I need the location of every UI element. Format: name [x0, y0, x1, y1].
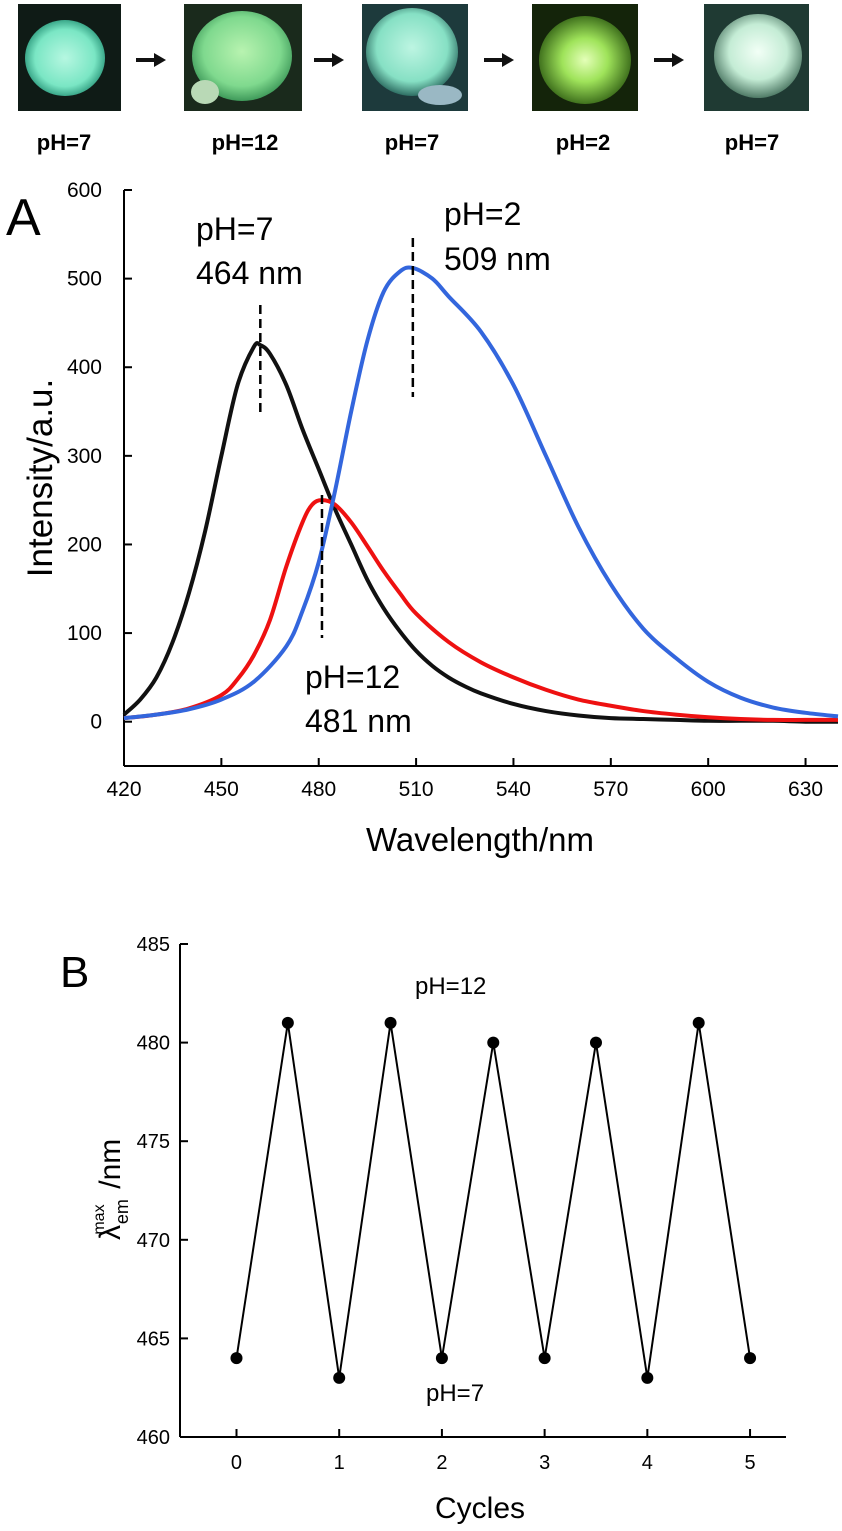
- sample-photo-4: [532, 4, 638, 111]
- arrow-icon: [654, 53, 684, 67]
- x-axis-label: Wavelength/nm: [366, 821, 594, 858]
- annotation-label: 464 nm: [196, 255, 303, 291]
- photo-label: pH=12: [212, 130, 279, 155]
- x-tick-label: 570: [593, 778, 628, 801]
- y-axis-label-sup: max: [91, 1204, 108, 1234]
- cycle-line: [235, 1022, 752, 1378]
- x-tick-label: 4: [642, 1452, 653, 1474]
- annotation-label: pH=12: [415, 973, 486, 1000]
- x-tick-label: 420: [106, 778, 141, 801]
- x-axis-label: Cycles: [435, 1492, 525, 1525]
- y-tick-label: 460: [137, 1427, 170, 1449]
- cycle-point: [487, 1036, 500, 1049]
- x-tick-label: 540: [496, 778, 531, 801]
- cycle-point: [333, 1371, 346, 1384]
- photo-label: pH=7: [385, 130, 439, 155]
- arrow-icon: [484, 53, 514, 67]
- x-tick-label: 480: [301, 778, 336, 801]
- y-tick-label: 0: [90, 711, 102, 734]
- cycle-point: [281, 1016, 294, 1029]
- y-axis-label: λ max em /nm: [78, 1139, 135, 1240]
- arrow-icon: [136, 53, 166, 67]
- panel-a-chart: A 420 450 480 510 540 570 600 630 0 100 200 300 400 5…: [6, 179, 839, 858]
- sample-photo-1: [18, 4, 121, 111]
- cycle-point: [230, 1352, 243, 1365]
- annotation-label: pH=12: [305, 659, 400, 695]
- x-tick-label: 5: [744, 1452, 755, 1474]
- x-tick-label: 630: [788, 778, 823, 801]
- x-tick-label: 1: [334, 1452, 345, 1474]
- annotation-label: pH=2: [444, 196, 521, 232]
- y-tick-label: 470: [137, 1230, 170, 1252]
- sample-photo-2: [184, 4, 302, 111]
- cycle-point: [692, 1016, 705, 1029]
- y-tick-label: 300: [67, 445, 102, 468]
- x-tick-label: 3: [539, 1452, 550, 1474]
- spectrum-line-3: [123, 265, 839, 721]
- panel-letter: B: [60, 948, 89, 997]
- cycle-point: [641, 1371, 654, 1384]
- cycle-point: [744, 1352, 757, 1365]
- y-tick-label: 200: [67, 533, 102, 556]
- y-tick-label: 600: [67, 179, 102, 202]
- sample-photo-3: [362, 4, 468, 111]
- photo-label: pH=7: [725, 130, 779, 155]
- annotation-label: 509 nm: [444, 241, 551, 277]
- y-axis-label: Intensity/a.u.: [21, 379, 60, 577]
- annotation-label: pH=7: [426, 1380, 484, 1407]
- x-tick-label: 510: [399, 778, 434, 801]
- x-tick-label: 450: [204, 778, 239, 801]
- panel-b-chart: B 0 1 2 3 4 5 460 465 470 475 480 485 pH=12 pH=7 Cy…: [60, 934, 786, 1525]
- x-tick-label: 2: [436, 1452, 447, 1474]
- panel-letter: A: [6, 189, 41, 247]
- y-tick-label: 400: [67, 356, 102, 379]
- x-tick-label: 600: [691, 778, 726, 801]
- x-tick-label: 0: [231, 1452, 242, 1474]
- annotation-label: 481 nm: [305, 703, 412, 739]
- y-tick-label: 465: [137, 1328, 170, 1350]
- y-tick-label: 475: [137, 1131, 170, 1153]
- cycle-point: [538, 1352, 551, 1365]
- y-tick-label: 485: [137, 934, 170, 956]
- annotation-label: pH=7: [196, 211, 273, 247]
- y-axis-label-symbol: λ: [94, 1225, 127, 1240]
- y-tick-label: 480: [137, 1033, 170, 1055]
- y-tick-label: 100: [67, 622, 102, 645]
- spectrum-line-2: [123, 498, 838, 722]
- arrow-icon: [314, 53, 344, 67]
- cycle-point: [435, 1352, 448, 1365]
- cycle-point: [384, 1016, 397, 1029]
- spectrum-line-1: [122, 341, 839, 724]
- photo-label: pH=7: [37, 130, 91, 155]
- y-axis-label-sub: em: [112, 1199, 132, 1224]
- y-axis-label-unit: /nm: [94, 1139, 127, 1189]
- sample-photo-5: [704, 4, 809, 111]
- y-tick-label: 500: [67, 268, 102, 291]
- photo-strip: pH=7 pH=12 pH=7 pH=2 pH=7: [18, 4, 809, 155]
- cycle-point: [589, 1036, 602, 1049]
- photo-label: pH=2: [556, 130, 610, 155]
